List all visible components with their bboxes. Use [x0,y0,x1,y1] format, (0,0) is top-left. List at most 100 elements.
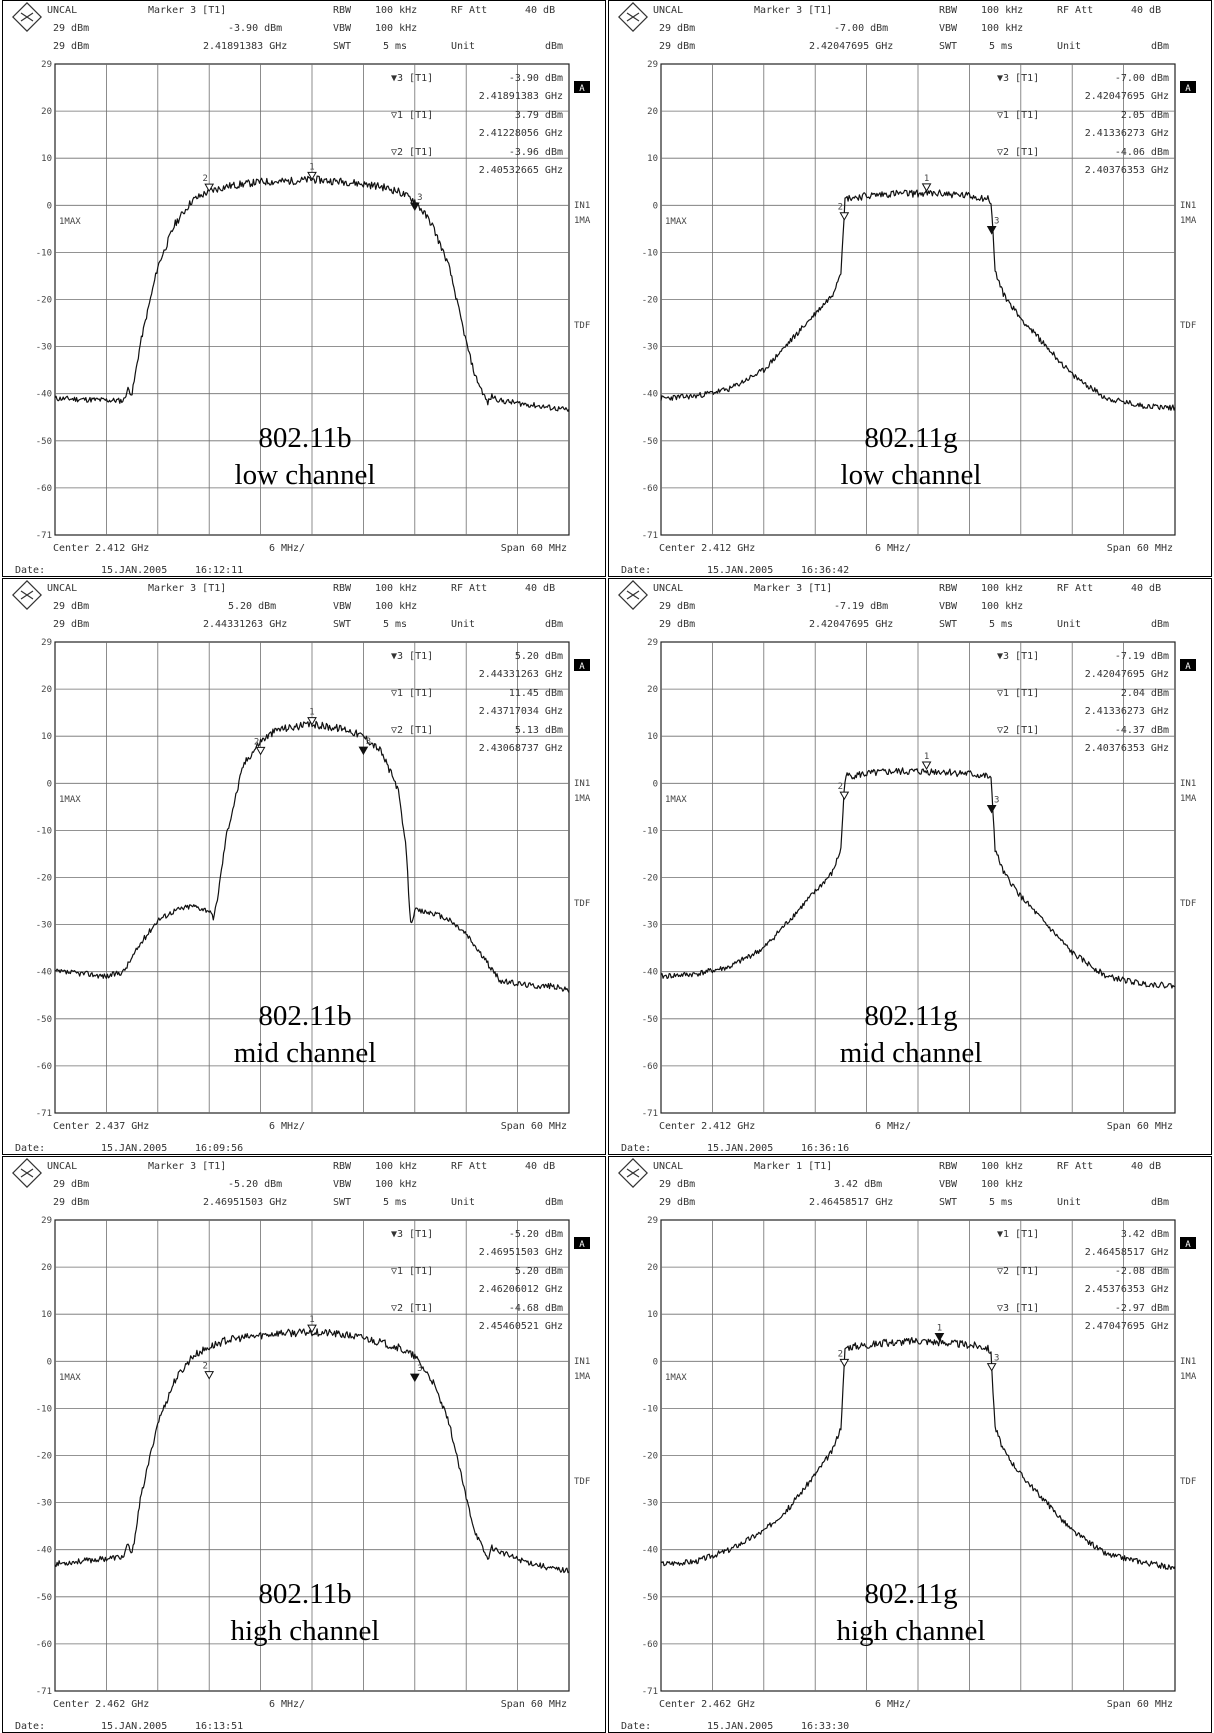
marker-table-name: ▼3 [T1] [391,651,433,662]
side-label-ima: 1MA [1180,216,1197,226]
y-tick-label: 20 [647,1263,658,1273]
time-value: 16:33:30 [801,1721,849,1732]
side-label-in1: IN1 [574,1357,590,1367]
header-uncal: UNCAL [653,583,683,594]
header-marker-freq: 2.44331263 GHz [203,619,287,630]
trace-a-badge [1180,659,1196,671]
spectrum-panel: UNCAL 29 dBm 29 dBm Marker 1 [T1] 3.42 dBm 2.… [608,1156,1212,1733]
header-unit: dBm [545,41,563,52]
header-vbw-label: VBW [333,1179,352,1190]
rohde-schwarz-logo-icon [12,580,42,610]
header-vbw-label: VBW [333,601,352,612]
header-swt: 5 ms [989,41,1013,52]
header-swt-label: SWT [939,41,957,52]
y-tick-label: -20 [36,874,52,884]
marker-table-name: ▼3 [T1] [997,73,1039,84]
caption-channel: low channel [235,459,376,491]
header-rfatt: 40 dB [1131,1161,1161,1172]
header-unit-label: Unit [1057,619,1081,630]
date-label: Date: [621,1721,651,1732]
marker-table-freq: 2.45460521 GHz [479,1321,563,1332]
y-tick-label: -71 [36,1687,52,1697]
division-label: 6 MHz/ [875,543,911,554]
marker-table-level: -7.19 dBm [1115,651,1169,662]
division-label: 6 MHz/ [269,1121,305,1132]
marker-table-level: -3.96 dBm [509,147,563,158]
marker-table-name: ▼3 [T1] [391,73,433,84]
date-value: 15.JAN.2005 [707,565,773,576]
header-swt: 5 ms [383,1197,407,1208]
side-label-imax: 1MAX [59,795,81,805]
header-unit: dBm [545,1197,563,1208]
header-rbw-label: RBW [939,583,958,594]
trace-marker-label: 1 [309,162,314,172]
spectrum-trace [660,1337,1176,1570]
header-rfatt-label: RF Att [451,583,487,594]
date-value: 15.JAN.2005 [101,1721,167,1732]
header-rfatt: 40 dB [1131,583,1161,594]
trace-a-badge [1180,1237,1196,1249]
marker-table-freq: 2.40376353 GHz [1085,165,1169,176]
y-tick-label: -30 [36,1499,52,1509]
y-tick-label: 0 [653,1357,658,1367]
span-label: Span 60 MHz [501,1121,567,1132]
trace-marker-label: 2 [202,174,207,184]
y-tick-label: -50 [36,1015,52,1025]
division-label: 6 MHz/ [269,543,305,554]
y-tick-label: -20 [642,1452,658,1462]
span-label: Span 60 MHz [501,543,567,554]
side-label-tdf: TDF [574,321,590,331]
side-label-imax: 1MAX [59,1373,81,1383]
header-rbw-label: RBW [939,1161,958,1172]
y-tick-label: -30 [642,343,658,353]
trace-marker-label: 1 [937,1323,942,1333]
time-value: 16:36:16 [801,1143,849,1154]
y-tick-label: -50 [642,437,658,447]
y-tick-label: -10 [642,248,658,258]
header-marker-freq: 2.46458517 GHz [809,1197,893,1208]
y-tick-label: -60 [36,1640,52,1650]
marker-table-level: 5.13 dBm [515,725,563,736]
header-swt: 5 ms [989,1197,1013,1208]
header-marker-name: Marker 1 [T1] [754,1161,832,1172]
marker-table-level: 2.05 dBm [1121,110,1169,121]
header-rfatt: 40 dB [1131,5,1161,16]
y-tick-label: -71 [36,531,52,541]
header-unit: dBm [1151,1197,1169,1208]
header-swt-label: SWT [333,619,351,630]
marker-table-freq: 2.41336273 GHz [1085,128,1169,139]
caption-standard: 802.11b [258,422,351,454]
header-marker-level: 3.42 dBm [834,1179,882,1190]
marker-table-freq: 2.41228056 GHz [479,128,563,139]
marker-table-level: -3.90 dBm [509,73,563,84]
trace-marker-label: 2 [838,203,843,213]
trace-a-badge [574,81,590,93]
header-uncal: UNCAL [47,583,77,594]
trace-marker-label: 1 [924,752,929,762]
caption-channel: high channel [231,1615,380,1647]
y-tick-label: 29 [647,60,658,70]
caption-channel: low channel [841,459,982,491]
y-tick-label: -40 [642,968,658,978]
rohde-schwarz-logo-icon [618,2,648,32]
trace-marker [204,1371,215,1380]
side-label-in1: IN1 [1180,779,1196,789]
header-rfatt-label: RF Att [1057,5,1093,16]
spectrum-panel: UNCAL 29 dBm 29 dBm Marker 3 [T1] -7.00 dBm 2… [608,0,1212,577]
y-tick-label: -40 [36,1546,52,1556]
y-tick-label: -40 [36,390,52,400]
header-rfatt-label: RF Att [451,1161,487,1172]
y-tick-label: 0 [653,201,658,211]
trace-marker [986,1363,997,1372]
trace-marker [204,183,215,193]
caption-channel: high channel [837,1615,986,1647]
date-value: 15.JAN.2005 [101,1143,167,1154]
y-tick-label: -10 [36,1404,52,1414]
side-label-tdf: TDF [574,1477,590,1487]
header-rbw-label: RBW [333,5,352,16]
marker-table-name: ▽2 [T1] [997,725,1039,736]
trace-marker [409,202,420,212]
y-tick-label: -60 [642,1062,658,1072]
